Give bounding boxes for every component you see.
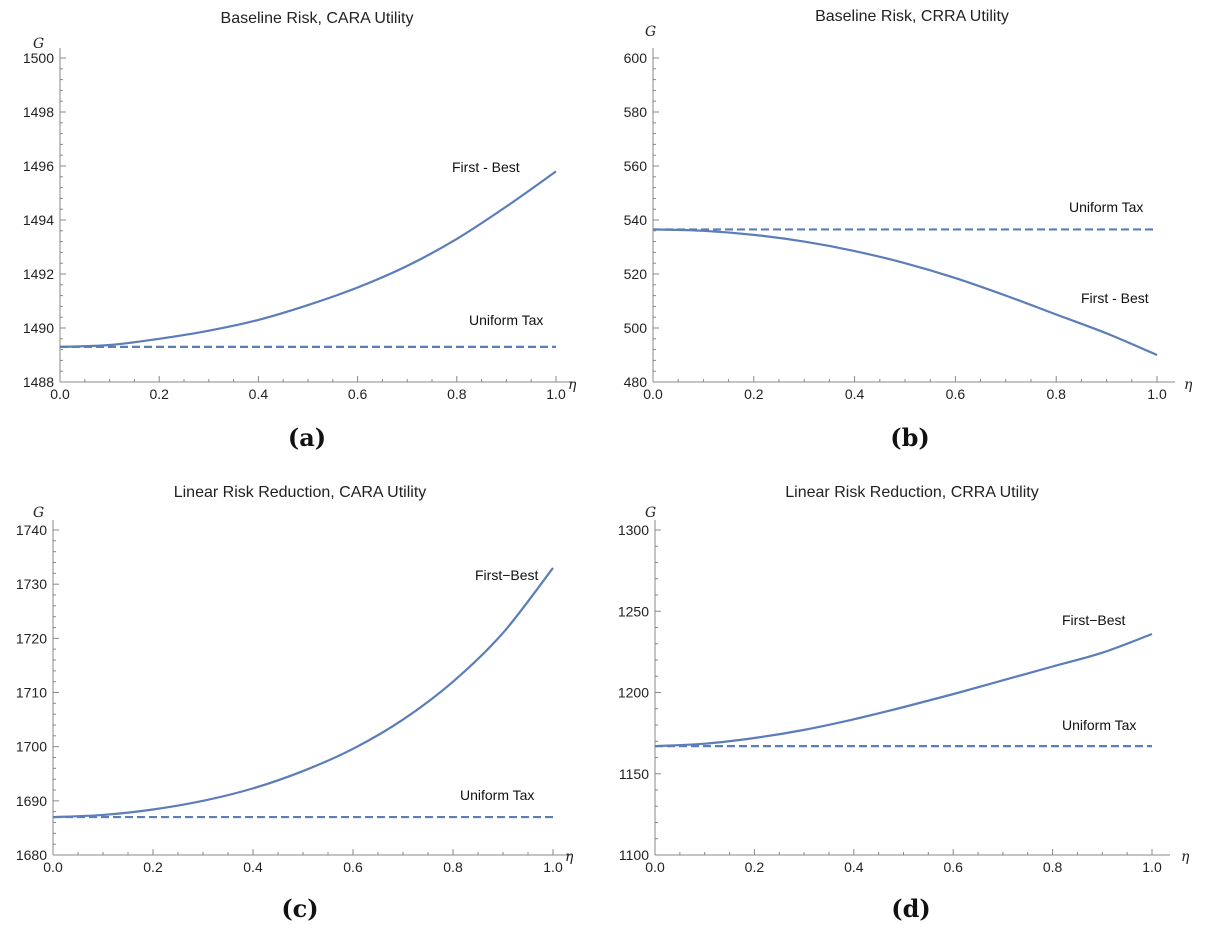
first-best-label: First - Best <box>1081 290 1149 306</box>
x-tick-label: 0.6 <box>348 386 368 402</box>
y-tick-label: 1488 <box>23 374 54 390</box>
y-axis-label: G <box>645 505 656 521</box>
y-tick-label: 1200 <box>618 685 649 701</box>
y-tick-label: 1250 <box>618 603 649 619</box>
x-tick-label: 0.4 <box>249 386 269 402</box>
x-tick-label: 0.0 <box>645 859 665 875</box>
x-tick-label: 0.8 <box>1043 859 1063 875</box>
first-best-label: First−Best <box>475 567 539 583</box>
y-tick-label: 1680 <box>16 847 47 863</box>
x-tick-label: 1.0 <box>546 386 566 402</box>
x-axis-label: η <box>1181 849 1190 865</box>
y-tick-label: 1496 <box>23 158 54 174</box>
x-tick-label: 1.0 <box>543 859 563 875</box>
first-best-line <box>59 170 557 348</box>
y-tick-label: 500 <box>624 320 648 336</box>
x-tick-label: 0.2 <box>744 386 764 402</box>
chart-panel-b: Baseline Risk, CRRA Utility Gη 0.0 0.2 0.4 0.… <box>624 8 1193 452</box>
x-tick-label: 0.6 <box>343 859 363 875</box>
chart-panel-d: Linear Risk Reduction, CRRA Utility Gη 0.0… <box>618 484 1190 923</box>
uniform-tax-label: Uniform Tax <box>1062 717 1136 733</box>
y-tick-label: 1700 <box>16 739 47 755</box>
y-tick-label: 1150 <box>619 766 649 782</box>
y-tick-label: 1494 <box>23 212 54 228</box>
first-best-label: First−Best <box>1062 612 1126 628</box>
x-tick-label: 0.4 <box>243 859 263 875</box>
x-tick-label: 0.4 <box>845 386 865 402</box>
y-axis-label: G <box>33 36 44 52</box>
y-tick-label: 540 <box>624 212 648 228</box>
y-tick-label: 480 <box>624 374 648 390</box>
first-best-line <box>654 632 1153 748</box>
first-best-label: First - Best <box>452 159 520 175</box>
x-tick-label: 0.2 <box>149 386 169 402</box>
chart-panel-c: Linear Risk Reduction, CARA Utility Gη 0.0… <box>16 484 574 923</box>
uniform-tax-label: Uniform Tax <box>460 787 534 803</box>
x-tick-label: 0.8 <box>447 386 467 402</box>
x-tick-label: 1.0 <box>1147 386 1167 402</box>
y-tick-label: 1690 <box>16 793 47 809</box>
y-tick-label: 1500 <box>23 50 54 66</box>
y-tick-label: 1490 <box>23 320 54 336</box>
x-tick-label: 0.2 <box>745 859 765 875</box>
chart-title: Baseline Risk, CRRA Utility <box>815 8 1009 25</box>
first-best-line <box>52 567 554 819</box>
chart-title: Linear Risk Reduction, CRRA Utility <box>785 484 1038 501</box>
first-best-line <box>652 228 1158 357</box>
y-tick-label: 560 <box>624 158 648 174</box>
y-tick-label: 520 <box>624 266 648 282</box>
y-axis-label: G <box>33 505 44 521</box>
y-tick-label: 600 <box>624 50 648 66</box>
x-tick-label: 0.8 <box>1046 386 1066 402</box>
y-axis-label: G <box>645 24 656 40</box>
chart-panel-a: Baseline Risk, CARA Utility Gη 0.0 0.2 0.4 0.… <box>23 10 577 452</box>
x-tick-label: 1.0 <box>1142 859 1162 875</box>
y-tick-label: 580 <box>624 104 648 120</box>
panel-caption: (c) <box>281 894 318 923</box>
y-tick-label: 1492 <box>23 266 54 282</box>
x-axis-label: η <box>565 849 574 865</box>
y-tick-label: 1740 <box>16 522 47 538</box>
y-tick-label: 1100 <box>619 847 649 863</box>
y-tick-label: 1300 <box>618 522 649 538</box>
x-axis-label: η <box>568 377 577 393</box>
x-tick-label: 0.0 <box>643 386 663 402</box>
panel-caption: (b) <box>890 423 930 452</box>
x-tick-label: 0.0 <box>43 859 63 875</box>
chart-title: Baseline Risk, CARA Utility <box>221 10 414 27</box>
x-tick-label: 0.2 <box>143 859 163 875</box>
y-tick-label: 1720 <box>16 630 47 646</box>
panel-caption: (a) <box>288 423 326 452</box>
x-tick-label: 0.0 <box>50 386 70 402</box>
x-tick-label: 0.6 <box>943 859 963 875</box>
chart-title: Linear Risk Reduction, CARA Utility <box>174 484 427 501</box>
panel-caption: (d) <box>891 894 931 923</box>
x-tick-label: 0.8 <box>443 859 463 875</box>
y-tick-label: 1730 <box>16 576 47 592</box>
x-axis-label: η <box>1184 377 1193 393</box>
uniform-tax-label: Uniform Tax <box>1069 199 1143 215</box>
uniform-tax-label: Uniform Tax <box>469 312 543 328</box>
y-tick-label: 1498 <box>23 104 54 120</box>
y-tick-label: 1710 <box>16 685 47 701</box>
x-tick-label: 0.4 <box>844 859 864 875</box>
x-tick-label: 0.6 <box>946 386 966 402</box>
